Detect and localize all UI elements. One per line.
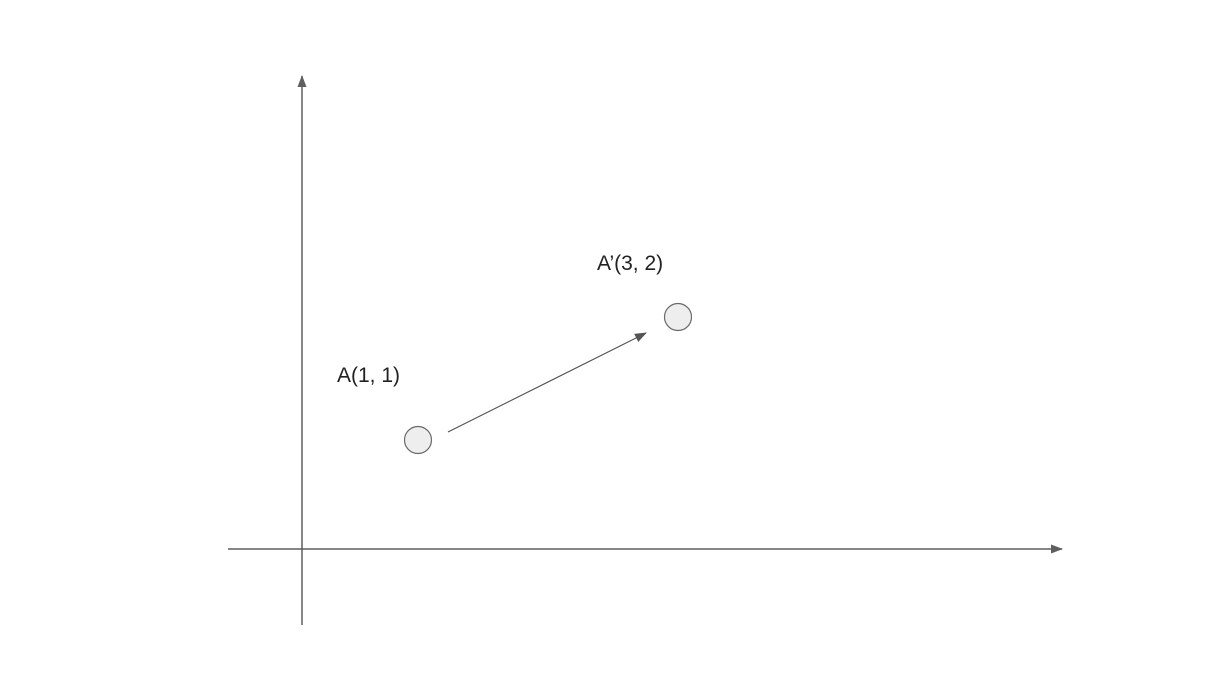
- point-a-prime: [663, 302, 693, 332]
- translation-arrow: [447, 332, 647, 433]
- point-a: [403, 425, 433, 455]
- point-a-prime-label: A’(3, 2): [597, 252, 664, 275]
- point-a-label: A(1, 1): [337, 364, 401, 387]
